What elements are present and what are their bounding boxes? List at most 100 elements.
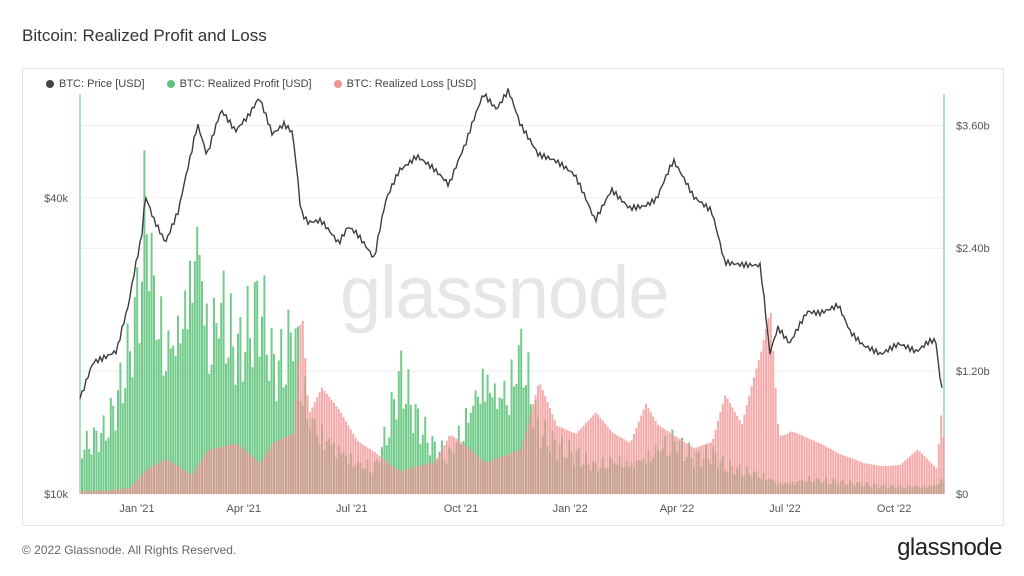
loss-bar [273,442,275,494]
loss-bar [453,437,455,494]
loss-bar [909,456,911,494]
loss-bar [165,459,167,494]
profit-bar [100,433,103,494]
legend-dot-loss [333,80,342,88]
loss-bar [424,464,427,494]
loss-bar [285,436,287,494]
profit-bar [263,275,266,494]
profit-bar [395,419,398,494]
loss-bar [793,432,796,494]
loss-bar [791,431,794,494]
loss-bar [834,451,837,494]
profit-bar [162,375,165,494]
loss-bar [544,396,547,494]
loss-bar [707,443,710,494]
loss-bar [390,465,393,494]
loss-bar [748,395,751,494]
legend-item-loss[interactable]: BTC: Realized Loss [USD] [333,78,476,90]
loss-bar [85,490,88,494]
loss-bar [261,460,263,494]
profit-bar [186,329,189,494]
loss-bar [426,463,429,494]
loss-bar [784,434,787,494]
profit-bar [107,437,110,494]
loss-bar [318,392,321,494]
loss-bar [721,403,724,494]
loss-bar [133,482,136,494]
loss-bar [443,445,446,494]
loss-bar [750,386,753,494]
loss-bar [299,324,302,494]
loss-bar [181,469,184,494]
loss-bar [472,452,475,494]
loss-bar [846,456,849,494]
loss-bar [582,425,585,494]
loss-bar [465,445,467,494]
loss-bar [232,444,235,494]
loss-bar [841,455,844,494]
loss-bar [532,404,535,494]
loss-bar [613,433,616,494]
legend-item-profit[interactable]: BTC: Realized Profit [USD] [166,78,312,90]
loss-bar [489,460,491,494]
profit-bar [280,329,283,494]
profit-bar [405,403,407,494]
profit-bar [244,352,247,494]
loss-bar [112,489,115,494]
loss-bar [174,464,177,494]
loss-bar [688,444,691,494]
loss-bar [301,320,304,494]
loss-bar [786,433,789,494]
loss-bar [431,462,434,494]
profit-bar [246,285,249,494]
loss-bar [222,446,225,494]
loss-bar [395,468,398,494]
profit-bar [93,427,95,494]
loss-bar [225,445,227,494]
profit-bar [181,329,184,494]
loss-bar [652,416,655,494]
loss-bar [712,438,715,494]
loss-bar [90,490,93,494]
loss-bar [309,412,311,494]
x-tick-label: Jan '22 [553,503,588,515]
loss-bar [378,455,381,494]
loss-bar [887,465,890,494]
loss-bar [436,457,439,494]
loss-bar [877,465,880,494]
loss-bar [143,471,146,494]
profit-bar [477,396,479,494]
loss-bar [906,458,909,494]
loss-bar [738,420,741,494]
loss-bar [731,407,734,494]
profit-bar [234,384,237,494]
x-tick-label: Jan '21 [119,503,154,515]
loss-bar [169,461,172,494]
loss-bar [647,407,650,494]
loss-bar [889,465,892,494]
loss-bar [729,402,731,494]
loss-bar [121,488,124,494]
profit-bar [153,275,155,494]
loss-bar [95,490,98,494]
loss-bar [366,447,369,494]
loss-bar [822,445,825,494]
loss-bar [364,445,367,494]
loss-bar [393,467,395,494]
loss-bar [541,390,544,494]
loss-bar [306,395,309,494]
profit-bar [208,373,211,494]
loss-bar [592,415,595,494]
loss-bar [397,470,400,494]
profit-bar [481,368,484,494]
loss-bar [633,433,635,494]
loss-bar [241,448,244,494]
x-tick-label: Jul '22 [769,503,800,515]
loss-bar [265,452,268,494]
loss-bar [724,395,727,494]
loss-bar [496,458,499,494]
legend-item-price[interactable]: BTC: Price [USD] [46,78,145,90]
loss-bar [928,460,931,494]
loss-bar [805,437,808,494]
profit-bar [484,401,487,494]
